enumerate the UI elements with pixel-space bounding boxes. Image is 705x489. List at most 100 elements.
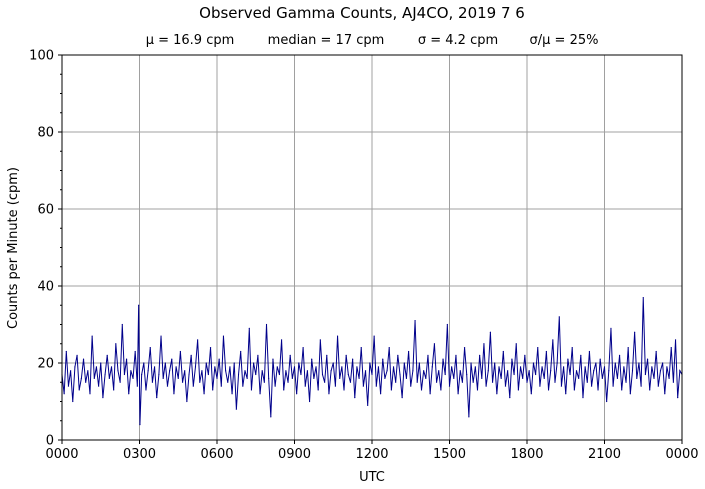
x-tick-label: 0900 — [278, 447, 311, 462]
data-point — [293, 366, 296, 368]
data-point — [253, 362, 255, 364]
data-point — [358, 377, 360, 379]
data-point — [448, 385, 451, 387]
data-point — [362, 385, 364, 387]
data-point — [181, 381, 184, 383]
data-point — [638, 362, 640, 364]
x-axis-ticks: 0000 0300 0600 0900 1200 1500 1800 2100 0000 — [45, 440, 699, 462]
data-point — [395, 381, 397, 383]
data-point — [666, 366, 668, 368]
data-point — [311, 358, 313, 360]
data-point — [108, 377, 110, 379]
data-point — [427, 354, 429, 356]
data-point — [513, 373, 515, 376]
data-point — [72, 400, 74, 403]
data-point — [541, 366, 543, 368]
data-point — [128, 393, 130, 395]
data-point — [496, 393, 498, 395]
data-point — [582, 397, 584, 399]
data-point — [369, 362, 371, 364]
data-point — [392, 366, 395, 368]
data-point — [192, 385, 194, 387]
data-point — [250, 389, 253, 391]
data-point — [468, 416, 470, 418]
data-point — [85, 381, 87, 383]
data-point — [489, 331, 491, 333]
x-tick-label: 1800 — [510, 447, 543, 462]
data-point — [642, 296, 644, 299]
data-point — [442, 358, 444, 360]
data-point — [547, 389, 550, 391]
data-point — [644, 373, 647, 376]
data-point — [646, 358, 649, 360]
data-point — [207, 373, 209, 376]
data-point — [356, 366, 358, 368]
data-point — [560, 385, 563, 387]
data-point — [218, 358, 220, 360]
data-point — [89, 393, 91, 395]
data-point — [649, 389, 651, 391]
data-point — [113, 389, 115, 391]
data-point — [412, 370, 414, 372]
data-point — [397, 354, 399, 356]
data-point — [657, 385, 659, 387]
data-point — [93, 377, 95, 379]
data-point — [315, 366, 317, 368]
y-tick-label: 0 — [46, 434, 54, 449]
data-point — [423, 370, 425, 372]
data-point — [446, 323, 448, 326]
data-point — [444, 373, 446, 376]
data-point — [502, 350, 504, 353]
data-point — [143, 362, 145, 364]
data-point — [433, 343, 436, 345]
data-point — [259, 393, 261, 395]
data-point — [507, 370, 509, 372]
data-point — [205, 362, 207, 364]
data-point — [244, 370, 246, 372]
data-point — [102, 397, 104, 399]
data-point — [380, 393, 382, 395]
data-point — [289, 354, 291, 356]
data-point — [173, 393, 175, 395]
x-tick-label: 1200 — [355, 447, 388, 462]
data-point — [138, 304, 140, 306]
y-axis-ticks: 0 20 40 60 80 100 — [29, 49, 62, 449]
data-point — [82, 358, 85, 360]
data-point — [612, 385, 614, 387]
data-point — [95, 366, 98, 368]
data-point — [272, 358, 274, 360]
data-point — [153, 366, 156, 368]
data-point — [668, 377, 670, 379]
data-point — [149, 347, 151, 349]
data-point — [341, 366, 343, 368]
data-point — [354, 397, 356, 399]
data-point — [655, 350, 657, 353]
data-point — [98, 385, 100, 387]
data-point — [330, 370, 332, 372]
data-point — [597, 389, 599, 391]
data-point — [575, 370, 578, 372]
data-point — [543, 377, 545, 379]
data-point — [197, 339, 199, 341]
data-point — [229, 366, 231, 368]
data-point — [563, 366, 565, 368]
data-point — [274, 385, 276, 387]
data-point — [420, 389, 423, 391]
data-point — [184, 370, 186, 372]
data-point — [132, 377, 134, 379]
data-point — [270, 416, 272, 418]
data-point — [629, 393, 631, 395]
data-point — [285, 370, 287, 372]
data-point — [526, 381, 528, 383]
stats-subtitle: μ = 16.9 cpm median = 17 cpm σ = 4.2 cpm… — [146, 33, 599, 48]
data-point — [487, 370, 489, 372]
data-point — [431, 366, 433, 368]
data-point — [659, 370, 662, 372]
data-point — [151, 381, 154, 383]
x-tick-label: 2100 — [588, 447, 621, 462]
data-point — [573, 389, 575, 391]
data-point — [672, 381, 674, 383]
data-point — [474, 366, 476, 368]
data-point — [106, 354, 108, 356]
data-point — [440, 389, 442, 391]
